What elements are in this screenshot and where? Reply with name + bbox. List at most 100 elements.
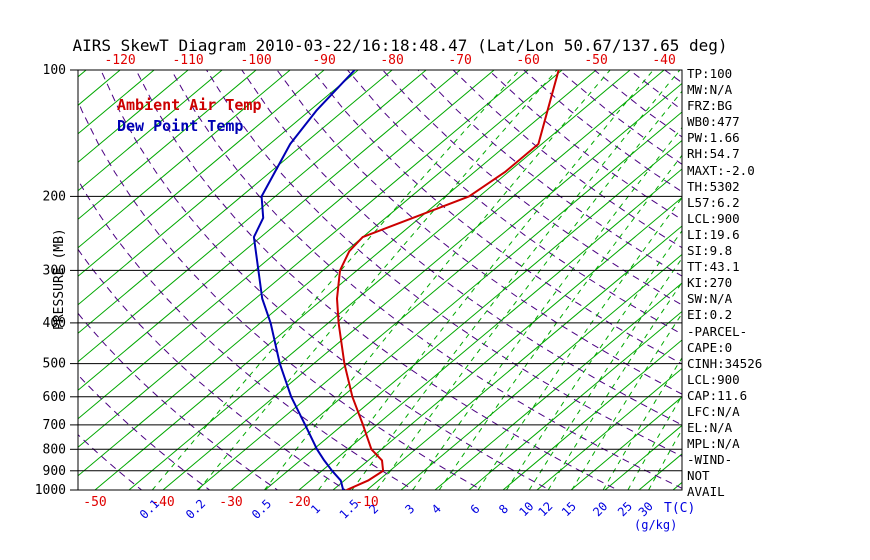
dew-point-curve (252, 70, 356, 490)
mixing-ratio-tick-label: 0.2 (183, 497, 208, 522)
dry-adiabat-line (452, 70, 682, 249)
isotherm-line (434, 282, 682, 490)
stats-line: TP:100 (687, 66, 733, 81)
temp-unit-label: T(C) (664, 501, 696, 516)
bottom-temp-tick-label: -30 (219, 495, 242, 510)
stats-line: TT:43.1 (687, 259, 740, 275)
mixing-ratio-tick-label: 20 (590, 499, 610, 519)
isotherm-line (775, 70, 870, 490)
bottom-temp-tick-label: -50 (83, 495, 106, 510)
dry-adiabat-line (806, 70, 870, 499)
pressure-tick-label: 200 (43, 189, 66, 204)
mixing-ratio-line (528, 257, 682, 490)
pressure-tick-label: 700 (43, 418, 66, 433)
isotherm-line (366, 225, 682, 490)
top-temp-tick-label: -70 (448, 53, 471, 68)
isotherm-line (78, 70, 563, 477)
dry-adiabat-line (100, 70, 551, 490)
stats-panel: TP:100 MW:N/A FRZ:BG WB0:477 PW:1.66 RH:54.7 M… (687, 66, 762, 501)
mixing-ratio-tick-label: 15 (559, 499, 579, 519)
isotherm-line (536, 367, 682, 490)
dry-adiabat-line (78, 248, 347, 490)
stats-line: FRZ:BG (687, 98, 733, 114)
isotherm-line (78, 70, 359, 306)
top-temp-tick-label: -90 (312, 53, 335, 68)
dry-adiabat-line (276, 70, 682, 395)
stats-line: L57:6.2 (687, 194, 740, 210)
stats-line: LCL:900 (687, 210, 740, 226)
dry-adiabat-line (241, 70, 682, 426)
isotherm-line (196, 82, 682, 490)
isotherm-line (128, 70, 631, 490)
isotherm-line (78, 70, 291, 249)
stats-line: WB0:477 (687, 114, 740, 130)
isotherm-line (78, 70, 495, 420)
isotherm-line (230, 111, 682, 490)
stats-line: KI:270 (687, 275, 733, 291)
dry-adiabat-line (382, 70, 682, 306)
legend-dew-point-temp: Dew Point Temp (117, 117, 244, 135)
top-temp-tick-label: -40 (652, 53, 675, 68)
isotherm-line (570, 396, 682, 490)
isotherm-line (0, 70, 18, 490)
pressure-tick-label: 400 (43, 316, 66, 331)
stats-line: PW:1.66 (687, 130, 740, 146)
isotherm-line (78, 70, 189, 163)
isotherm-line (400, 253, 682, 490)
mixing-ratio-unit-label: (g/kg) (634, 518, 678, 532)
chart-title: AIRS SkewT Diagram 2010-03-22/16:18:48.4… (72, 36, 728, 55)
mixing-ratio-tick-label: 4 (429, 502, 444, 517)
isotherm-line (78, 70, 427, 363)
stats-line: CINH:34526 (687, 355, 763, 371)
stats-line: SI:9.8 (687, 243, 733, 259)
pressure-tick-label: 500 (43, 357, 66, 372)
isotherm-line (78, 70, 393, 334)
dry-adiabat-line (347, 70, 682, 335)
dry-adiabat-line (311, 70, 682, 365)
stats-line: CAP:11.6 (687, 387, 748, 403)
stats-line: RH:54.7 (687, 146, 740, 162)
mixing-ratio-tick-label: 6 (468, 502, 483, 517)
mixing-ratio-tick-label: 12 (535, 499, 555, 519)
stats-line: LI:19.6 (687, 226, 740, 242)
mixing-ratio-tick-label: 30 (636, 499, 656, 519)
pressure-tick-label: 600 (43, 390, 66, 405)
top-temp-tick-label: -100 (240, 53, 271, 68)
stats-line: MAXT:-2.0 (687, 162, 755, 178)
isotherm-line (78, 70, 529, 448)
stats-line: LFC:N/A (687, 403, 740, 419)
mixing-ratio-tick-label: 25 (615, 499, 635, 519)
stats-line: EI:0.2 (687, 307, 733, 323)
mixing-ratio-tick-label: 3 (402, 502, 417, 517)
top-temp-tick-label: -50 (584, 53, 607, 68)
profile-curves (252, 70, 560, 490)
mixing-ratio-tick-label: 1 (308, 502, 323, 517)
stats-line: CAPE:0 (687, 339, 733, 355)
top-temp-tick-label: -110 (172, 53, 203, 68)
stats-line: NOT (687, 468, 710, 484)
top-temp-tick-label: -120 (104, 53, 135, 68)
isotherm-line (78, 70, 257, 220)
dry-adiabat-line (206, 70, 682, 457)
bottom-temp-tick-label: -20 (287, 495, 310, 510)
pressure-tick-label: 300 (43, 263, 66, 278)
dry-adiabat-line (78, 312, 279, 490)
pressure-axis-label: PRESSURE (MB) (52, 228, 67, 330)
mixing-ratio-line (151, 70, 520, 490)
stats-line: -WIND- (687, 452, 733, 468)
isotherm-line (78, 70, 325, 277)
pressure-tick-label: 1000 (35, 483, 66, 498)
dry-adiabat-line (770, 70, 870, 499)
mixing-ratio-tick-label: 8 (496, 502, 511, 517)
dry-adiabat-line (841, 70, 870, 499)
top-temp-tick-label: -80 (380, 53, 403, 68)
dry-adiabat-line (170, 70, 682, 489)
pressure-tick-label: 800 (43, 442, 66, 457)
isotherm-line (298, 168, 682, 490)
mixing-ratio-line (477, 196, 682, 490)
mixing-ratio-tick-label: 10 (516, 499, 536, 519)
isotherm-line (502, 339, 682, 490)
stats-line: SW:N/A (687, 291, 733, 307)
